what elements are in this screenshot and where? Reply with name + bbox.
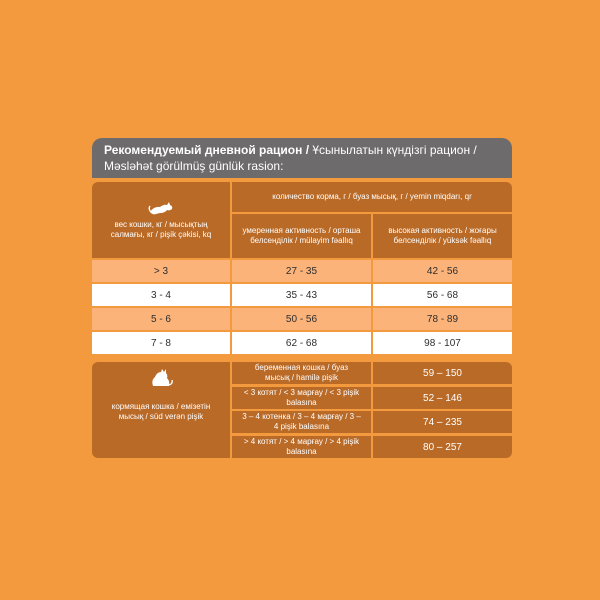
row-3-weight: 5 - 6 bbox=[92, 308, 230, 330]
header-title-line2: Məsləhət görülmüş günlük rasion: bbox=[104, 159, 284, 173]
row-1-moderate: 27 - 35 bbox=[232, 260, 371, 282]
nursing-table: кормящая кошка / емізетін мысық / süd ve… bbox=[92, 362, 512, 458]
nursing-row-2-value: 52 – 146 bbox=[373, 387, 512, 409]
row-3-moderate: 50 - 56 bbox=[232, 308, 371, 330]
feeding-table: вес кошки, кг / мысықтың салмағы, кг / p… bbox=[92, 182, 512, 354]
row-1-high: 42 - 56 bbox=[373, 260, 512, 282]
weight-header-label: вес кошки, кг / мысықтың салмағы, кг / p… bbox=[110, 220, 212, 239]
row-2-moderate: 35 - 43 bbox=[232, 284, 371, 306]
high-header-cell: высокая активность / жоғары белсенділік … bbox=[373, 214, 512, 258]
nursing-row-1-desc: беременная кошка / буаз мысық / hamilə p… bbox=[232, 362, 371, 384]
cat-icon bbox=[148, 200, 174, 216]
nursing-row-2-desc: < 3 котят / < 3 марғау / < 3 pişik balas… bbox=[232, 387, 371, 409]
panel-header: Рекомендуемый дневной рацион / Ұсынылаты… bbox=[92, 138, 512, 178]
row-4-high: 98 - 107 bbox=[373, 332, 512, 354]
row-2-high: 56 - 68 bbox=[373, 284, 512, 306]
nursing-row-3-value: 74 – 235 bbox=[373, 411, 512, 433]
row-3-high: 78 - 89 bbox=[373, 308, 512, 330]
feeding-panel: Рекомендуемый дневной рацион / Ұсынылаты… bbox=[92, 138, 512, 458]
nursing-row-4-desc: > 4 котят / > 4 марғау / > 4 pişik balas… bbox=[232, 436, 371, 458]
row-4-weight: 7 - 8 bbox=[92, 332, 230, 354]
nursing-cat-icon bbox=[149, 368, 173, 388]
row-2-weight: 3 - 4 bbox=[92, 284, 230, 306]
weight-header-cell: вес кошки, кг / мысықтың салмағы, кг / p… bbox=[92, 182, 230, 258]
header-title-rest: Ұсынылатын күндізгі рацион / bbox=[309, 143, 477, 157]
header-title-bold: Рекомендуемый дневной рацион / bbox=[104, 143, 310, 157]
row-4-moderate: 62 - 68 bbox=[232, 332, 371, 354]
nursing-row-3-desc: 3 – 4 котенка / 3 – 4 марғау / 3 – 4 piş… bbox=[232, 411, 371, 433]
nursing-label: кормящая кошка / емізетін мысық / süd ve… bbox=[111, 402, 211, 421]
nursing-label-cell: кормящая кошка / емізетін мысық / süd ve… bbox=[92, 362, 230, 458]
moderate-header-cell: умеренная активность / орташа белсенділі… bbox=[232, 214, 371, 258]
row-1-weight: > 3 bbox=[92, 260, 230, 282]
nursing-row-1-value: 59 – 150 bbox=[373, 362, 512, 384]
nursing-row-4-value: 80 – 257 bbox=[373, 436, 512, 458]
food-header-cell: количество корма, г / буаз мысық, г / ye… bbox=[232, 182, 512, 212]
